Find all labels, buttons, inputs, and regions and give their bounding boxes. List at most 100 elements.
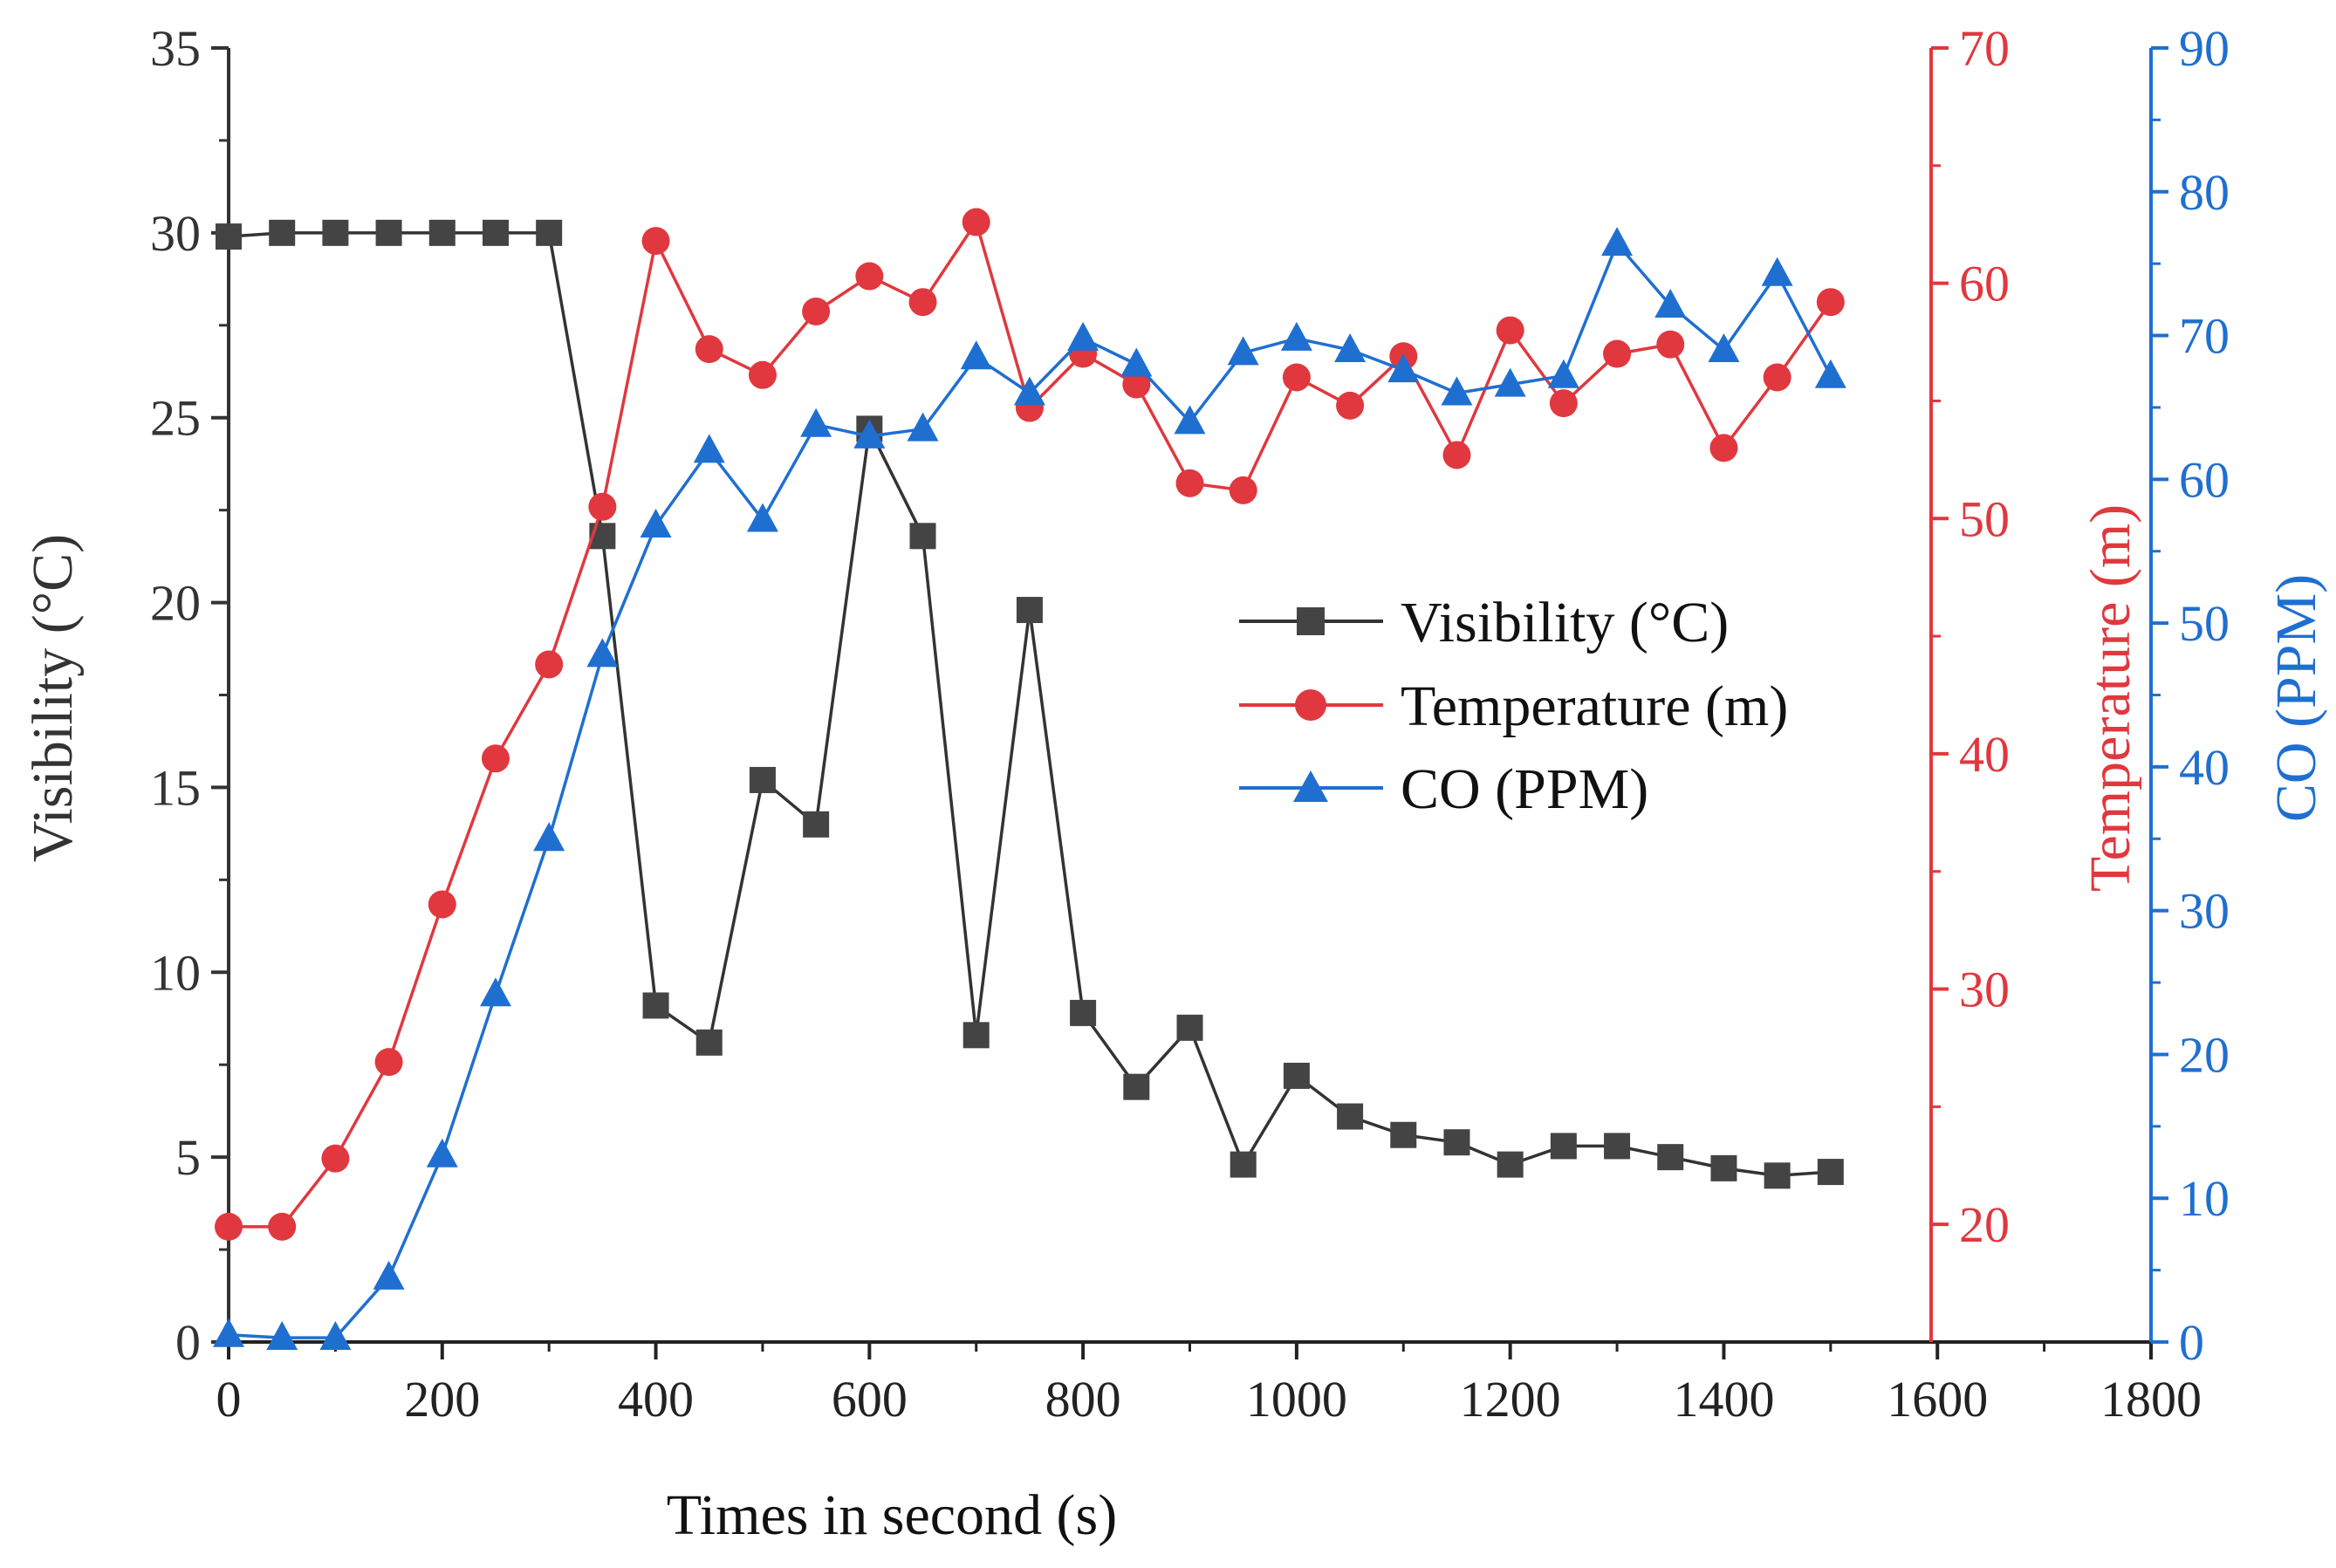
legend-label-co: CO (PPM) (1401, 757, 1648, 821)
visibility-tick-label: 35 (150, 20, 201, 77)
temperature-tick-label: 60 (1959, 256, 2010, 312)
co-tick-label: 80 (2179, 164, 2230, 221)
data-point-temperature (1442, 441, 1471, 469)
data-point-temperature (1282, 363, 1311, 392)
data-point-co (319, 1321, 352, 1351)
data-point-visibility (1497, 1151, 1524, 1178)
data-point-co (266, 1321, 298, 1351)
data-point-temperature (641, 227, 670, 256)
data-point-visibility (428, 219, 456, 246)
data-point-visibility (1283, 1062, 1310, 1089)
data-point-temperature (1122, 370, 1151, 399)
co-tick-label: 60 (2179, 451, 2230, 508)
data-point-co (960, 340, 992, 370)
x-axis-title: Times in second (s) (667, 1483, 1117, 1547)
co-tick-label: 10 (2179, 1170, 2230, 1227)
temperature-tick-label: 50 (1959, 490, 2010, 547)
data-point-co (1441, 376, 1473, 406)
co-tick-label: 30 (2179, 883, 2230, 940)
visibility-axis-ticks: 0 5 10 15 20 25 30 35 (150, 20, 229, 1371)
x-tick-label: 200 (404, 1371, 480, 1428)
temperature-axis-ticks: 20 30 40 50 60 70 (1931, 20, 2010, 1253)
data-point-co (1280, 321, 1312, 351)
data-point-temperature (802, 297, 831, 325)
temperature-tick-label: 30 (1959, 962, 2010, 1018)
data-point-co (1227, 336, 1259, 366)
data-point-temperature (268, 1212, 297, 1241)
legend-marker-temperature (1295, 689, 1326, 721)
data-point-co (907, 412, 939, 442)
legend-label-temperature: Temperature (m) (1401, 674, 1788, 738)
series-temperature (215, 208, 1845, 1241)
co-tick-label: 90 (2179, 20, 2230, 77)
data-point-co (586, 638, 619, 668)
data-point-temperature (428, 890, 456, 919)
x-tick-label: 800 (1045, 1371, 1121, 1428)
data-point-visibility (909, 523, 936, 550)
data-point-co (1761, 257, 1793, 286)
temperature-tick-label: 40 (1959, 726, 2010, 783)
data-point-visibility (695, 1029, 723, 1056)
data-point-visibility (375, 219, 402, 246)
data-point-temperature (1603, 339, 1632, 368)
legend-item-visibility: Visibility (°C) (1239, 591, 1729, 654)
data-point-visibility (1817, 1159, 1844, 1186)
temperature-axis-title: Temperature (m) (2079, 504, 2142, 892)
data-point-co (746, 503, 778, 532)
data-point-co (479, 977, 511, 1007)
x-tick-label: 600 (832, 1371, 908, 1428)
data-point-visibility (269, 219, 296, 246)
visibility-tick-label: 20 (150, 575, 201, 632)
data-point-visibility (322, 219, 349, 246)
data-point-visibility (216, 223, 242, 250)
x-tick-label: 1800 (2100, 1371, 2202, 1428)
x-axis-ticks: 0 200 400 600 800 1000 1200 1400 1600 1800 (216, 1342, 2202, 1428)
data-point-co (693, 434, 725, 463)
data-point-visibility (749, 766, 776, 793)
data-point-co (373, 1260, 405, 1290)
data-point-temperature (1763, 363, 1791, 392)
data-point-visibility (1604, 1133, 1631, 1160)
data-point-visibility (536, 219, 563, 246)
x-tick-label: 400 (618, 1371, 694, 1428)
data-point-temperature (321, 1144, 350, 1173)
legend-item-temperature: Temperature (m) (1239, 674, 1788, 738)
data-point-temperature (481, 744, 510, 773)
data-point-visibility (1230, 1151, 1257, 1178)
data-point-temperature (962, 208, 990, 236)
data-point-temperature (748, 360, 777, 389)
data-point-visibility (1550, 1133, 1577, 1160)
data-point-visibility (1176, 1014, 1203, 1041)
co-tick-label: 0 (2179, 1314, 2204, 1371)
co-tick-label: 50 (2179, 595, 2230, 652)
data-point-co (640, 509, 672, 538)
data-point-temperature (1549, 389, 1578, 418)
visibility-axis-title: Visibility (°C) (21, 534, 85, 862)
data-point-visibility (1710, 1154, 1737, 1181)
co-tick-label: 40 (2179, 739, 2230, 796)
data-point-visibility (1337, 1103, 1364, 1130)
data-point-co (533, 822, 565, 852)
data-point-visibility (482, 219, 509, 246)
data-point-visibility (1016, 597, 1043, 624)
data-point-temperature (695, 335, 723, 364)
data-point-co (1067, 321, 1099, 351)
legend-label-visibility: Visibility (°C) (1401, 591, 1729, 654)
x-tick-label: 1600 (1887, 1371, 1988, 1428)
data-point-temperature (908, 288, 937, 317)
data-point-co (1814, 359, 1846, 388)
x-tick-label: 0 (216, 1371, 242, 1428)
data-point-temperature (374, 1048, 403, 1077)
data-point-visibility (1070, 999, 1097, 1026)
data-point-co (1013, 376, 1045, 406)
series-co (213, 227, 1846, 1351)
data-point-co (1708, 333, 1740, 363)
data-point-co (853, 419, 886, 448)
temperature-tick-label: 70 (1959, 20, 2010, 77)
co-tick-label: 20 (2179, 1026, 2230, 1083)
visibility-tick-label: 10 (150, 944, 201, 1001)
data-point-temperature (1229, 476, 1257, 504)
legend-marker-visibility (1297, 607, 1325, 635)
data-point-temperature (1816, 288, 1845, 317)
